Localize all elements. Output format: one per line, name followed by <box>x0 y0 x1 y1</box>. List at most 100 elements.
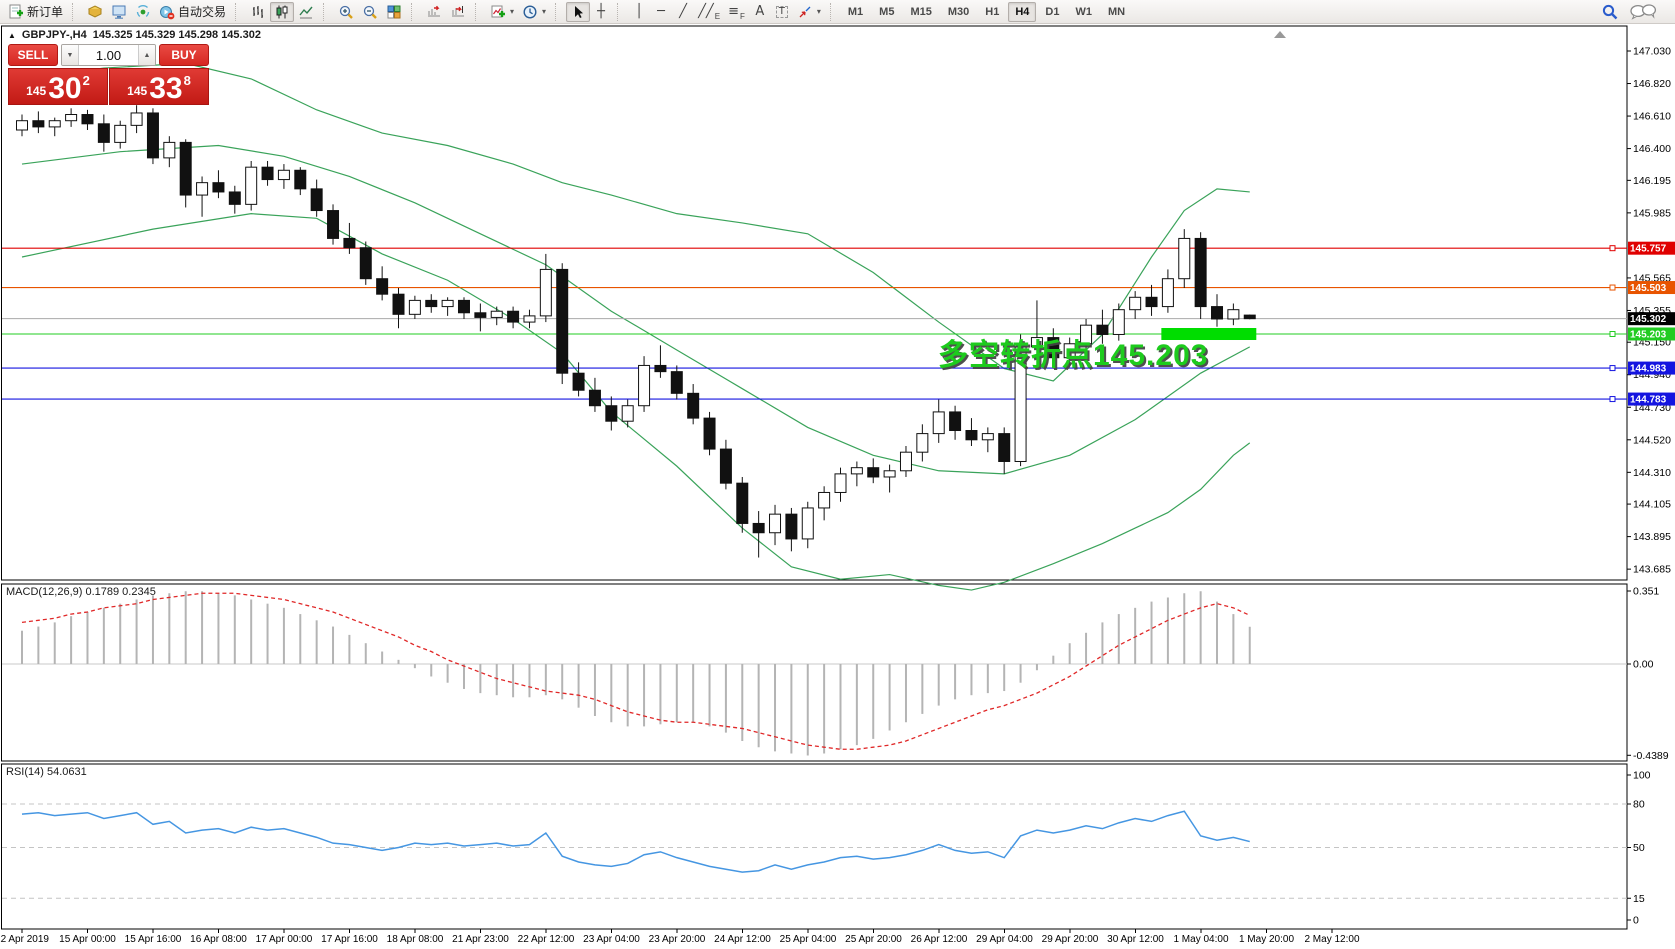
candle-33 <box>556 268 569 374</box>
indicators-button[interactable]: ▾ <box>486 2 518 22</box>
dropdown-caret-icon[interactable]: ▾ <box>542 7 547 16</box>
time-label: 1 May 20:00 <box>1239 934 1294 945</box>
chart-annotation-text[interactable]: 多空转折点145.203 <box>938 339 1209 372</box>
volume-input[interactable] <box>79 45 138 65</box>
svg-text:146.400: 146.400 <box>1633 143 1671 155</box>
candle-42 <box>703 417 716 450</box>
timeframe-h4-button[interactable]: H4 <box>1008 1 1037 22</box>
candle-53 <box>883 470 896 478</box>
svg-text:144.783: 144.783 <box>1630 395 1667 406</box>
candle-47 <box>785 513 798 540</box>
candle-chart-button[interactable] <box>270 1 295 22</box>
crosshair-tool-button[interactable]: ┼ <box>590 2 612 22</box>
timeframe-m30-button[interactable]: M30 <box>941 2 976 22</box>
ledger-icon <box>87 4 103 18</box>
candle-23 <box>392 293 405 315</box>
candle-62 <box>1030 337 1043 348</box>
line-chart-button[interactable] <box>294 2 318 22</box>
terminal-button[interactable] <box>107 2 131 22</box>
candle-31 <box>523 315 536 323</box>
candle-67 <box>1112 309 1125 335</box>
new-order-button[interactable]: 新订单 <box>4 2 67 22</box>
hline-handle[interactable] <box>1609 365 1616 372</box>
zoom-out-button[interactable] <box>358 2 382 22</box>
text-label-icon: T <box>775 5 788 18</box>
chart-window[interactable]: 147.030 146.820 146.610 146.400 146.195 145.9… <box>0 24 1675 949</box>
candles-group[interactable] <box>16 105 1256 558</box>
svg-text:145.203: 145.203 <box>1630 330 1667 341</box>
symbol-expand-icon[interactable]: ▲ <box>8 30 16 40</box>
hline-handle[interactable] <box>1609 396 1616 403</box>
text-tool-button[interactable]: A <box>749 2 771 22</box>
zoom-out-icon <box>363 5 377 19</box>
bar-chart-button[interactable] <box>246 2 270 22</box>
candle-14 <box>245 166 258 205</box>
time-label: 30 Apr 12:00 <box>1107 934 1164 945</box>
candle-25 <box>425 299 438 308</box>
volume-decrease-button[interactable]: ▼ <box>62 45 79 65</box>
timeframe-w1-button[interactable]: W1 <box>1068 2 1099 22</box>
autotrading-button[interactable]: 自动交易 <box>155 2 230 22</box>
signals-button[interactable] <box>131 2 155 22</box>
candle-6 <box>114 124 127 143</box>
periods-button[interactable]: ▾ <box>518 2 550 22</box>
timeframe-mn-button[interactable]: MN <box>1101 2 1132 22</box>
timeframe-m5-button[interactable]: M5 <box>872 2 901 22</box>
zoom-in-button[interactable] <box>334 2 358 22</box>
channel-tool-button[interactable]: ╱╱ E <box>694 2 724 22</box>
sell-button[interactable]: SELL <box>8 44 58 66</box>
vertical-line-icon: │ <box>635 4 643 19</box>
horizontal-lines[interactable] <box>2 245 1627 403</box>
sell-price-box[interactable]: 145 30 2 <box>8 68 108 105</box>
search-icon[interactable] <box>1601 3 1619 21</box>
ohlc-readout: 145.325 145.329 145.298 145.302 <box>92 29 261 41</box>
chart-shift-marker[interactable] <box>1274 31 1286 38</box>
cursor-icon <box>575 5 584 18</box>
timeframe-m1-button[interactable]: M1 <box>841 2 870 22</box>
buy-button[interactable]: BUY <box>159 44 209 66</box>
buy-price-box[interactable]: 145 33 8 <box>109 68 209 105</box>
arrows-tool-button[interactable]: ▾ <box>793 2 825 22</box>
fibonacci-tool-button[interactable]: ≡ F <box>724 2 749 22</box>
dropdown-caret-icon[interactable]: ▾ <box>816 7 821 16</box>
cursor-tool-button[interactable] <box>566 1 591 22</box>
candle-24 <box>408 299 421 315</box>
time-label: 26 Apr 12:00 <box>911 934 968 945</box>
candle-56 <box>932 411 945 435</box>
time-label: 22 Apr 12:00 <box>518 934 575 945</box>
hline-handle[interactable] <box>1609 284 1616 291</box>
chart-canvas[interactable]: 147.030 146.820 146.610 146.400 146.195 145.9… <box>0 24 1675 949</box>
time-label: 1 May 04:00 <box>1173 934 1228 945</box>
candle-4 <box>81 114 94 125</box>
svg-text:15: 15 <box>1633 893 1645 905</box>
hline-tool-button[interactable]: ─ <box>650 2 672 22</box>
candle-28 <box>474 312 487 318</box>
text-label-tool-button[interactable]: T <box>771 2 793 22</box>
candle-60 <box>998 433 1011 462</box>
timeframe-d1-button[interactable]: D1 <box>1038 2 1066 22</box>
auto-scroll-button[interactable] <box>422 2 446 22</box>
candle-5 <box>97 123 110 143</box>
vline-tool-button[interactable]: │ <box>628 2 650 22</box>
candle-57 <box>949 411 962 432</box>
ledger-button[interactable] <box>83 2 107 22</box>
timeframe-h1-button[interactable]: H1 <box>978 2 1006 22</box>
timeframe-m15-button[interactable]: M15 <box>903 2 938 22</box>
highlight-zone[interactable] <box>1161 328 1257 341</box>
chart-shift-button[interactable] <box>446 2 470 22</box>
chat-icon[interactable] <box>1629 3 1657 21</box>
candle-30 <box>507 310 520 323</box>
tile-windows-button[interactable] <box>382 2 406 22</box>
arrows-icon <box>799 6 811 17</box>
hline-handle[interactable] <box>1609 331 1616 338</box>
hline-handle[interactable] <box>1609 245 1616 252</box>
volume-increase-button[interactable]: ▲ <box>138 45 155 65</box>
time-label: 25 Apr 20:00 <box>845 934 902 945</box>
trendline-tool-button[interactable]: ╱ <box>672 2 694 22</box>
time-label: 16 Apr 08:00 <box>190 934 247 945</box>
time-axis: 12 Apr 2019 15 Apr 00:00 15 Apr 16:00 16 Ap… <box>0 929 1360 945</box>
dropdown-caret-icon[interactable]: ▾ <box>510 7 515 16</box>
candle-12 <box>212 182 225 193</box>
candle-64 <box>1063 343 1076 359</box>
candle-43 <box>719 448 732 484</box>
